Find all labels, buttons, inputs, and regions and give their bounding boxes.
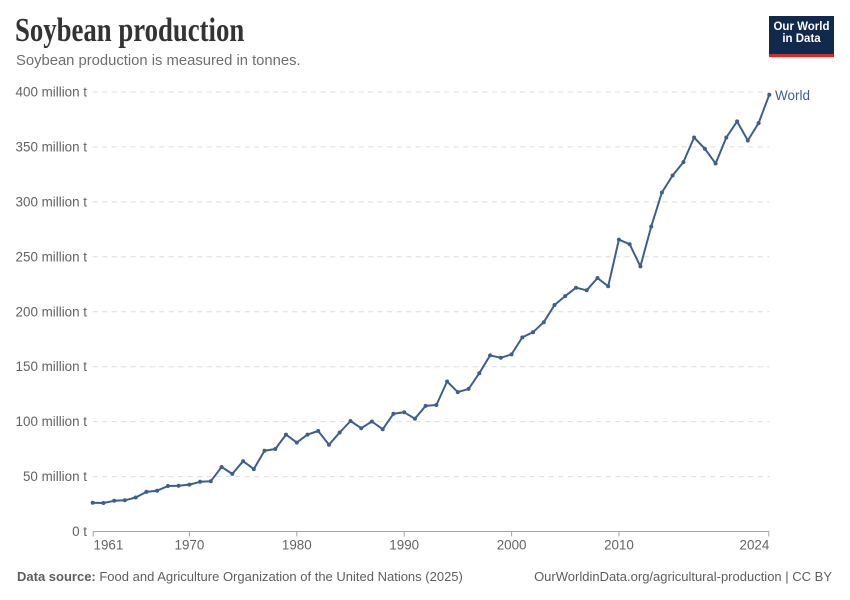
svg-text:300 million t: 300 million t (16, 194, 88, 209)
svg-text:1980: 1980 (282, 538, 312, 553)
svg-text:200 million t: 200 million t (16, 304, 88, 319)
svg-text:1990: 1990 (389, 538, 419, 553)
svg-text:1970: 1970 (175, 538, 205, 553)
svg-text:2024: 2024 (740, 538, 770, 553)
svg-text:0 t: 0 t (72, 524, 87, 539)
svg-text:2010: 2010 (604, 538, 634, 553)
svg-text:100 million t: 100 million t (16, 414, 88, 429)
svg-text:2000: 2000 (497, 538, 527, 553)
svg-text:1961: 1961 (94, 538, 124, 553)
svg-text:World: World (775, 88, 810, 103)
svg-text:400 million t: 400 million t (16, 85, 88, 100)
svg-text:150 million t: 150 million t (16, 359, 88, 374)
svg-text:350 million t: 350 million t (16, 139, 88, 154)
svg-text:250 million t: 250 million t (16, 249, 88, 264)
svg-text:50 million t: 50 million t (23, 469, 87, 484)
